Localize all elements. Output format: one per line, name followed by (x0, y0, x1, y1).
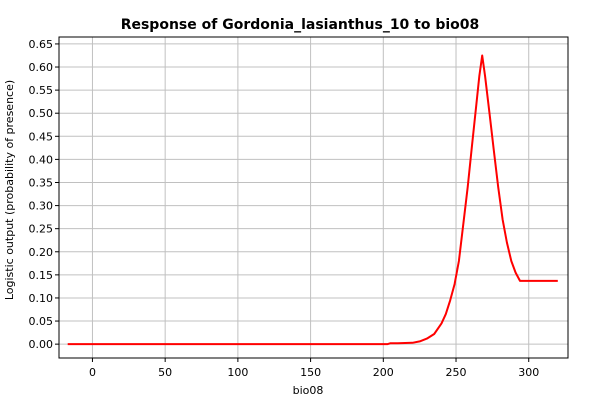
x-tick-label: 250 (446, 366, 467, 379)
y-tick-label: 0.35 (29, 176, 54, 189)
y-tick-label: 0.65 (29, 38, 54, 51)
plot-frame (58, 36, 569, 359)
y-tick-label: 0.55 (29, 84, 54, 97)
y-axis-label: Logistic output (probability of presence… (3, 80, 16, 300)
y-tick-label: 0.15 (29, 269, 54, 282)
x-tick-label: 300 (518, 366, 539, 379)
y-tick-label: 0.00 (29, 338, 54, 351)
chart-title: Response of Gordonia_lasianthus_10 to bi… (121, 17, 480, 33)
y-tick-label: 0.50 (29, 107, 54, 120)
y-tick-label: 0.60 (29, 61, 54, 74)
y-tick-label: 0.45 (29, 130, 54, 143)
x-axis-label: bio08 (293, 384, 324, 397)
y-tick-label: 0.20 (29, 246, 54, 259)
y-tick-label: 0.30 (29, 200, 54, 213)
x-tick-label: 0 (89, 366, 96, 379)
x-tick-label: 100 (227, 366, 248, 379)
x-tick-label: 150 (300, 366, 321, 379)
plot-area: 0.00 0.05 0.10 0.15 0.20 0.25 0.30 0.35 0.40 0.45… (29, 36, 569, 379)
y-tick-label: 0.10 (29, 292, 54, 305)
x-tick-label: 50 (158, 366, 172, 379)
y-tick-label: 0.05 (29, 315, 54, 328)
x-tick-label: 200 (373, 366, 394, 379)
response-curve (67, 54, 558, 346)
y-tick-label: 0.25 (29, 223, 54, 236)
y-tick-label: 0.40 (29, 153, 54, 166)
